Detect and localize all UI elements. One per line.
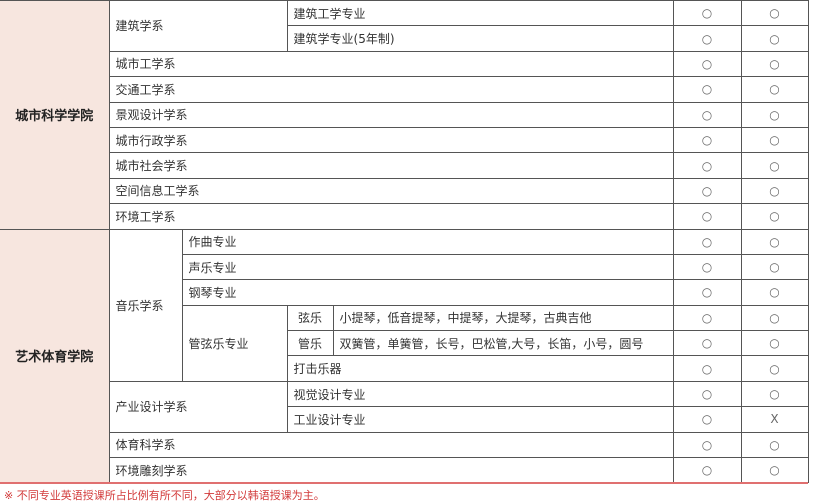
mark: ○ (672, 431, 742, 459)
college-name: 艺术体育学院 (0, 228, 110, 484)
mark: ○ (672, 355, 742, 382)
mark: ○ (672, 406, 742, 433)
instrument-group: 打击乐器 (287, 355, 674, 382)
mark: ○ (740, 126, 809, 154)
program-table: 城市科学学院 建筑学系 建筑工学专业 ○ ○ 建筑学专业(5年制) ○ ○ 城市… (0, 0, 809, 484)
table-row: 景观设计学系 ○ ○ (0, 101, 809, 128)
mark: ○ (740, 177, 809, 205)
dept-name: 空间信息工学系 (109, 177, 674, 205)
dept-name: 交通工学系 (109, 76, 674, 103)
mark: ○ (740, 380, 809, 408)
mark: ○ (672, 304, 742, 332)
dept-name: 建筑学系 (108, 0, 288, 52)
dept-name: 环境雕刻学系 (109, 457, 674, 484)
mark: ○ (672, 177, 742, 205)
table-row: 环境工学系 ○ ○ (0, 203, 809, 230)
instrument-group: 管乐 (287, 330, 334, 357)
table-row: 环境雕刻学系 ○ ○ (0, 457, 809, 484)
table-row: 声乐专业 ○ ○ (0, 253, 809, 281)
major-name: 声乐专业 (182, 253, 674, 281)
table-row: 钢琴专业 ○ ○ (0, 279, 809, 306)
table-row: 管弦乐专业 弦乐 小提琴，低音提琴，中提琴，大提琴，古典吉他 ○ ○ (0, 304, 809, 382)
dept-name: 产业设计学系 (109, 380, 288, 433)
mark: ○ (672, 203, 742, 230)
mark: ○ (672, 50, 742, 78)
mark: ○ (672, 76, 742, 103)
mark: ○ (740, 330, 809, 357)
instrument-group: 弦乐 (286, 304, 334, 332)
mark: ○ (740, 25, 809, 52)
mark: ○ (672, 126, 742, 154)
dept-name: 城市工学系 (109, 50, 674, 78)
mark: ○ (672, 152, 742, 179)
mark: ○ (740, 101, 809, 128)
mark: ○ (740, 50, 809, 78)
dept-name: 音乐学系 (108, 228, 183, 382)
table-row: 城市社会学系 ○ ○ (0, 152, 809, 179)
mark: ○ (740, 279, 809, 306)
mark: ○ (672, 0, 742, 27)
table-row: 体育科学系 ○ ○ (0, 431, 809, 459)
instrument-list: 小提琴，低音提琴，中提琴，大提琴，古典吉他 (332, 304, 674, 332)
mark: X (740, 406, 809, 433)
mark: ○ (740, 228, 809, 255)
mark: ○ (740, 76, 809, 103)
instrument-list: 双簧管，单簧管，长号，巴松管,大号，长笛，小号，圆号 (332, 330, 674, 357)
dept-name: 城市行政学系 (109, 126, 674, 154)
mark: ○ (740, 0, 809, 27)
major-name: 工业设计专业 (287, 406, 674, 433)
table-row: 城市行政学系 ○ ○ (0, 126, 809, 154)
mark: ○ (672, 228, 742, 255)
mark: ○ (672, 457, 742, 484)
table-row: 交通工学系 ○ ○ (0, 76, 809, 103)
mark: ○ (740, 457, 809, 484)
table-row: 艺术体育学院 音乐学系 作曲专业 ○ ○ (0, 228, 809, 484)
mark: ○ (740, 355, 809, 382)
table-row: 城市工学系 ○ ○ (0, 50, 809, 78)
mark: ○ (740, 253, 809, 281)
mark: ○ (672, 101, 742, 128)
divider (0, 482, 808, 484)
mark: ○ (672, 253, 742, 281)
dept-name: 体育科学系 (109, 431, 674, 459)
table-row: 空间信息工学系 ○ ○ (0, 177, 809, 205)
table-row: 管乐 双簧管，单簧管，长号，巴松管,大号，长笛，小号，圆号 ○ ○ (0, 330, 809, 357)
major-name: 建筑学专业(5年制) (287, 25, 674, 52)
footnote: ※ 不同专业英语授课所占比例有所不同，大部分以韩语授课为主。 (4, 489, 325, 502)
mark: ○ (740, 431, 809, 459)
mark: ○ (740, 152, 809, 179)
mark: ○ (672, 330, 742, 357)
dept-name: 景观设计学系 (109, 101, 674, 128)
mark: ○ (672, 279, 742, 306)
college-name: 城市科学学院 (0, 0, 110, 230)
dept-name: 环境工学系 (109, 203, 674, 230)
mark: ○ (740, 304, 809, 332)
mark: ○ (672, 25, 742, 52)
dept-name: 城市社会学系 (109, 152, 674, 179)
table-row: 城市科学学院 建筑学系 建筑工学专业 ○ ○ (0, 0, 809, 230)
mark: ○ (740, 203, 809, 230)
major-name: 钢琴专业 (182, 279, 674, 306)
major-name: 管弦乐专业 (182, 304, 288, 382)
major-name: 建筑工学专业 (286, 0, 674, 27)
major-name: 视觉设计专业 (286, 380, 674, 408)
table-row: 打击乐器 ○ ○ (0, 355, 809, 382)
major-name: 作曲专业 (181, 228, 674, 255)
table-row: 产业设计学系 视觉设计专业 ○ ○ (0, 380, 809, 433)
mark: ○ (672, 380, 742, 408)
